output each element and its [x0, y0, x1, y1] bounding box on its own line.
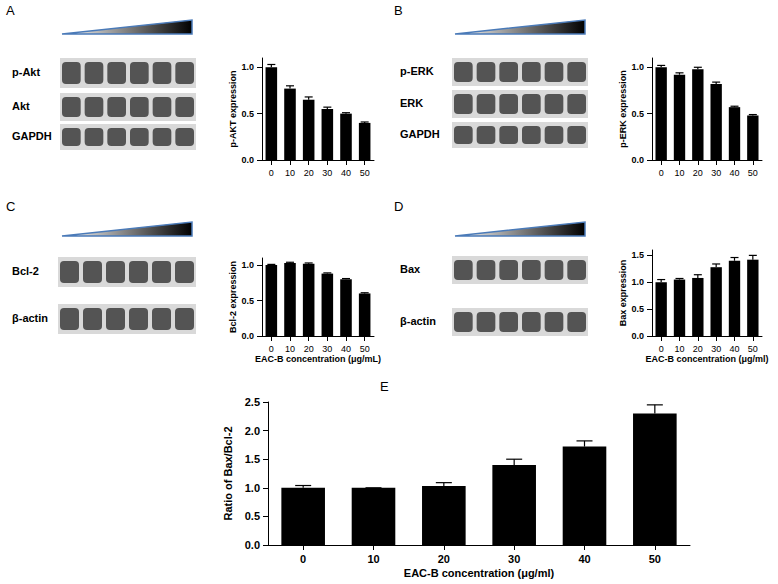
svg-text:0.0: 0.0 — [631, 155, 644, 165]
svg-text:50: 50 — [360, 168, 370, 178]
svg-text:p-ERK: p-ERK — [400, 65, 434, 77]
svg-text:GAPDH: GAPDH — [400, 128, 440, 140]
svg-text:EAC-B concentration (μg/ml): EAC-B concentration (μg/ml) — [645, 354, 768, 364]
svg-text:30: 30 — [711, 168, 721, 178]
svg-text:1.0: 1.0 — [241, 62, 254, 72]
svg-text:β-actin: β-actin — [400, 315, 436, 327]
svg-text:0: 0 — [300, 553, 306, 565]
svg-text:0.0: 0.0 — [241, 331, 254, 341]
svg-text:0: 0 — [659, 344, 664, 354]
svg-text:Akt: Akt — [12, 100, 30, 112]
svg-text:40: 40 — [341, 168, 351, 178]
svg-text:10: 10 — [367, 553, 379, 565]
svg-text:0.5: 0.5 — [241, 296, 254, 306]
svg-text:2.5: 2.5 — [245, 396, 260, 408]
svg-text:0.5: 0.5 — [241, 109, 254, 119]
svg-text:20: 20 — [438, 553, 450, 565]
svg-text:50: 50 — [748, 168, 758, 178]
svg-text:10: 10 — [674, 168, 684, 178]
svg-text:1.0: 1.0 — [631, 277, 644, 287]
svg-text:C: C — [6, 199, 15, 214]
svg-text:30: 30 — [322, 344, 332, 354]
svg-text:40: 40 — [341, 344, 351, 354]
svg-text:β-actin: β-actin — [12, 312, 48, 324]
svg-text:1.5: 1.5 — [631, 250, 644, 260]
svg-text:50: 50 — [748, 344, 758, 354]
svg-text:20: 20 — [304, 168, 314, 178]
svg-text:40: 40 — [578, 553, 590, 565]
svg-text:1.5: 1.5 — [245, 453, 260, 465]
svg-text:30: 30 — [711, 344, 721, 354]
svg-text:Bax expression: Bax expression — [618, 260, 628, 327]
svg-text:20: 20 — [693, 168, 703, 178]
svg-text:1.0: 1.0 — [241, 260, 254, 270]
svg-text:30: 30 — [322, 168, 332, 178]
svg-text:20: 20 — [693, 344, 703, 354]
svg-text:2.0: 2.0 — [245, 425, 260, 437]
svg-text:GAPDH: GAPDH — [12, 130, 52, 142]
svg-text:0.5: 0.5 — [631, 109, 644, 119]
svg-text:Bcl-2 expression: Bcl-2 expression — [228, 261, 238, 333]
svg-text:10: 10 — [674, 344, 684, 354]
svg-text:EAC-B concentration (μg/ml): EAC-B concentration (μg/ml) — [404, 567, 555, 579]
svg-text:0.5: 0.5 — [245, 510, 260, 522]
svg-text:20: 20 — [304, 344, 314, 354]
svg-text:0.0: 0.0 — [241, 155, 254, 165]
svg-text:0: 0 — [269, 344, 274, 354]
svg-text:0.5: 0.5 — [631, 304, 644, 314]
svg-text:1.0: 1.0 — [631, 62, 644, 72]
svg-text:A: A — [6, 3, 15, 18]
svg-text:Bax: Bax — [400, 263, 421, 275]
svg-text:40: 40 — [729, 344, 739, 354]
svg-text:p-ERK expression: p-ERK expression — [618, 70, 628, 148]
svg-text:EAC-B concentration (μg/mL): EAC-B concentration (μg/mL) — [255, 354, 381, 364]
svg-text:p-Akt: p-Akt — [12, 66, 40, 78]
svg-text:D: D — [394, 199, 403, 214]
svg-text:E: E — [380, 379, 389, 394]
svg-text:Ratio of Bax/Bcl-2: Ratio of Bax/Bcl-2 — [222, 426, 234, 520]
svg-text:50: 50 — [360, 344, 370, 354]
svg-text:10: 10 — [285, 344, 295, 354]
svg-text:10: 10 — [285, 168, 295, 178]
svg-text:Bcl-2: Bcl-2 — [12, 265, 39, 277]
svg-text:30: 30 — [508, 553, 520, 565]
svg-text:50: 50 — [649, 553, 661, 565]
svg-text:0: 0 — [269, 168, 274, 178]
svg-text:1.0: 1.0 — [245, 482, 260, 494]
svg-text:B: B — [394, 3, 403, 18]
svg-text:p-AKT expression: p-AKT expression — [228, 70, 238, 147]
svg-text:ERK: ERK — [400, 97, 423, 109]
svg-text:0.0: 0.0 — [631, 331, 644, 341]
svg-text:40: 40 — [729, 168, 739, 178]
svg-text:0: 0 — [659, 168, 664, 178]
svg-text:0.0: 0.0 — [245, 539, 260, 551]
